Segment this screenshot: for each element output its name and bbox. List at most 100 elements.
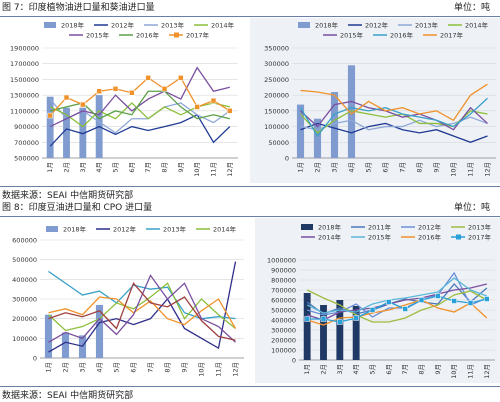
series-marker (467, 300, 474, 306)
y-tick-label: 900000 (271, 267, 296, 275)
series-line-5 (306, 299, 488, 326)
y-tick-label: 200000 (264, 92, 289, 100)
legend-label: 2018年 (315, 21, 339, 30)
y-tick-label: 1300000 (10, 92, 39, 100)
series-line-2 (306, 289, 488, 323)
figure7-title: 图 7：印度植物油进口量和葵油进口量 (2, 3, 155, 13)
series-marker (178, 75, 184, 81)
y-tick-label: 0 (292, 357, 296, 365)
x-tick-label: 8月 (418, 364, 426, 375)
legend-swatch-bar (44, 22, 56, 28)
x-tick-label: 2月 (314, 162, 322, 173)
x-tick-label: 6月 (128, 162, 136, 173)
bar-2018 (320, 305, 327, 360)
series-line-0 (48, 261, 237, 353)
x-tick-label: 8月 (164, 362, 172, 373)
series-marker (210, 97, 217, 104)
series-marker (451, 298, 457, 304)
series-marker (353, 315, 359, 321)
x-tick-label: 1月 (303, 364, 311, 375)
series-line-5 (300, 83, 488, 122)
series-marker (484, 296, 490, 302)
y-tick-label: 200000 (12, 315, 37, 323)
figure8-source: 数据来源：SEAI 中信期货研究部 (2, 391, 134, 401)
figure7-rule (0, 16, 500, 17)
figure8-title-bar: 图 8：印度豆油进口量和 CPO 进口量 单位：吨 (0, 200, 500, 216)
x-tick-label: 9月 (434, 364, 442, 375)
x-tick-label: 12月 (483, 364, 491, 379)
series-marker (129, 90, 135, 96)
y-tick-label: 100000 (271, 347, 296, 355)
chart-vegetable-oil-imports: 1900000 1700000 1500000 1300000 1100000 90000… (10, 21, 238, 177)
x-tick-label: 4月 (352, 364, 360, 375)
bar-2018 (95, 304, 104, 358)
legend-label: 2017年 (186, 31, 210, 40)
x-tick-label: 1月 (45, 362, 53, 373)
bar-2018 (61, 332, 70, 358)
y-tick-label: 600000 (271, 297, 296, 305)
x-tick-label: 2月 (62, 362, 70, 373)
series-line-3 (306, 283, 487, 321)
legend-label: 2017年 (440, 31, 464, 40)
series-line-3 (300, 100, 488, 131)
y-tick-label: 250000 (264, 76, 289, 84)
figure7-bottom-rule (0, 186, 500, 187)
legend-label: 2016年 (390, 31, 414, 40)
y-tick-label: 50000 (268, 139, 289, 147)
x-tick-label: 7月 (401, 364, 409, 375)
x-tick-label: 5月 (113, 362, 121, 373)
y-tick-label: 1000000 (267, 257, 296, 265)
legend-label: 2015年 (368, 233, 392, 242)
series-marker (402, 306, 408, 312)
x-tick-label: 7月 (144, 162, 152, 173)
y-tick-label: 0 (33, 355, 37, 363)
x-tick-label: 5月 (112, 162, 120, 173)
x-tick-label: 6月 (385, 364, 393, 375)
bar-2018 (330, 92, 339, 158)
figure7-unit: 单位：吨 (453, 3, 490, 13)
legend-label: 2012年 (113, 225, 137, 234)
x-tick-label: 11月 (467, 364, 475, 379)
x-tick-label: 12月 (226, 162, 234, 177)
series-marker (112, 86, 119, 92)
y-tick-label: 300000 (264, 60, 289, 68)
legend-swatch-bar (46, 226, 58, 232)
series-line-4 (306, 277, 488, 314)
chart-soybean-oil-imports: 600000 500000 400000 300000 200000 100000 0 1月 2… (12, 225, 244, 377)
series-marker (386, 299, 392, 305)
series-marker (47, 112, 53, 119)
bar-2018 (336, 300, 344, 360)
series-marker (194, 104, 200, 110)
x-tick-label: 3月 (331, 162, 339, 173)
x-tick-label: 7月 (147, 362, 155, 373)
x-tick-label: 11月 (467, 162, 475, 177)
y-tick-label: 500000 (271, 307, 296, 315)
legend-label: 2014年 (318, 233, 342, 242)
y-tick-label: 400000 (12, 276, 37, 284)
legend-swatch-marker (456, 234, 461, 240)
y-tick-label: 900000 (14, 123, 39, 131)
x-tick-label: 6月 (130, 362, 138, 373)
bar-2018 (313, 118, 322, 158)
series-marker (304, 316, 310, 322)
series-marker (96, 88, 102, 94)
x-tick-label: 12月 (232, 362, 240, 377)
x-tick-label: 1月 (297, 162, 305, 173)
series-line-2 (48, 282, 236, 332)
x-tick-label: 2月 (63, 162, 71, 173)
legend-label: 2012年 (111, 21, 135, 30)
y-tick-label: 700000 (271, 287, 296, 295)
x-tick-label: 12月 (484, 162, 492, 177)
x-tick-label: 9月 (177, 162, 185, 173)
figure8-title: 图 8：印度豆油进口量和 CPO 进口量 (2, 203, 153, 213)
y-tick-label: 500000 (14, 155, 39, 163)
legend-label: 2016年 (418, 233, 442, 242)
bar-2018 (352, 306, 360, 360)
y-tick-label: 0 (285, 155, 289, 163)
chart-background (250, 18, 500, 183)
bar-2018 (79, 107, 87, 158)
y-tick-label: 800000 (271, 277, 296, 285)
legend-label: 2015年 (86, 31, 110, 40)
legend-label: 2013年 (161, 21, 185, 30)
series-marker (337, 319, 343, 325)
